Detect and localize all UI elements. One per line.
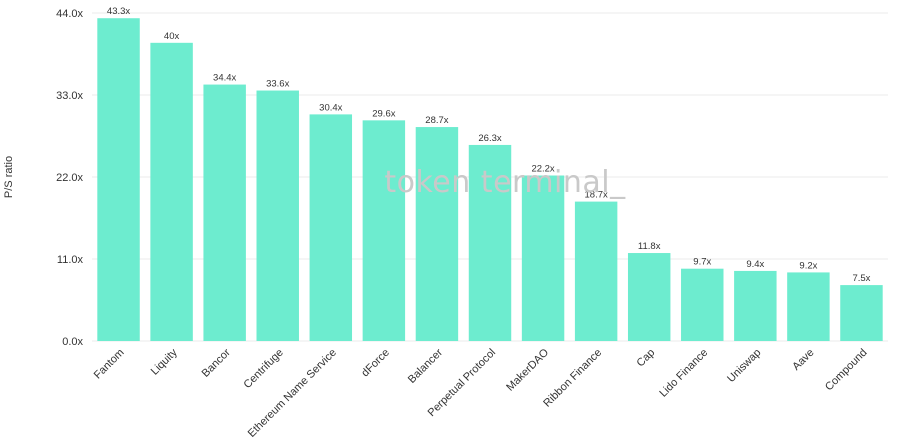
data-label: 43.3x — [107, 6, 130, 17]
x-tick-label: Bancor — [200, 346, 233, 379]
y-tick-label: 22.0x — [56, 172, 83, 184]
x-tick-label: Liquity — [149, 346, 180, 377]
data-label: 9.7x — [693, 257, 711, 268]
y-tick-label: 11.0x — [57, 254, 84, 266]
x-tick-label: Compound — [823, 347, 870, 394]
bar-makerdao[interactable] — [521, 175, 565, 341]
data-label: 11.8x — [638, 241, 661, 252]
y-tick-label: 33.0x — [56, 90, 83, 102]
data-labels: 43.3x 40x 34.4x 33.6x 30.4x 29.6x 28.7x 26.3x 22… — [107, 6, 871, 284]
bar-liquity[interactable] — [150, 42, 193, 342]
watermark: token terminal_ — [384, 165, 626, 200]
bar-perpetual-protocol[interactable] — [468, 144, 512, 341]
x-tick-label: Uniswap — [725, 347, 763, 385]
bar-bancor[interactable] — [203, 84, 246, 342]
bar-aave[interactable] — [787, 272, 830, 341]
data-label: 22.2x — [531, 164, 554, 175]
data-label: 29.6x — [372, 108, 395, 119]
bar-ribbon-finance[interactable] — [574, 201, 618, 341]
x-tick-label: Centrifuge — [241, 347, 285, 391]
bar-fantom[interactable] — [97, 18, 140, 342]
bar-cap[interactable] — [627, 253, 671, 341]
data-label: 28.7x — [425, 115, 448, 126]
y-tick-label: 44.0x — [56, 8, 83, 20]
x-tick-label: Ribbon Finance — [541, 347, 604, 410]
bar-dforce[interactable] — [362, 120, 406, 341]
y-axis: 0.0x 11.0x 22.0x 33.0x 44.0x — [56, 8, 83, 348]
x-tick-label: dForce — [359, 347, 392, 380]
x-tick-label: Fantom — [92, 347, 127, 382]
bar-ethereum-name-service[interactable] — [309, 114, 353, 341]
y-axis-label: P/S ratio — [3, 156, 15, 198]
bar-uniswap[interactable] — [734, 270, 777, 341]
data-label: 26.3x — [478, 133, 501, 144]
x-tick-label: MakerDAO — [504, 346, 551, 393]
bar-lido-finance[interactable] — [681, 268, 724, 341]
bar-balancer[interactable] — [415, 127, 459, 342]
x-tick-label: Lido Finance — [657, 347, 710, 400]
data-label: 30.4x — [319, 102, 342, 113]
data-label: 9.2x — [799, 260, 817, 271]
x-tick-label: Cap — [635, 347, 658, 370]
data-label: 40x — [164, 31, 180, 42]
x-tick-label: Balancer — [406, 346, 445, 385]
y-tick-label: 0.0x — [62, 336, 83, 348]
bars — [97, 18, 883, 342]
data-label: 18.7x — [585, 190, 608, 201]
bar-compound[interactable] — [840, 285, 883, 341]
data-label: 34.4x — [213, 73, 236, 84]
data-label: 7.5x — [852, 273, 870, 284]
data-label: 33.6x — [266, 79, 289, 90]
data-label: 9.4x — [746, 259, 764, 270]
x-tick-label: Ethereum Name Service — [246, 347, 339, 440]
x-tick-label: Aave — [790, 347, 816, 373]
bar-centrifuge[interactable] — [256, 90, 299, 341]
